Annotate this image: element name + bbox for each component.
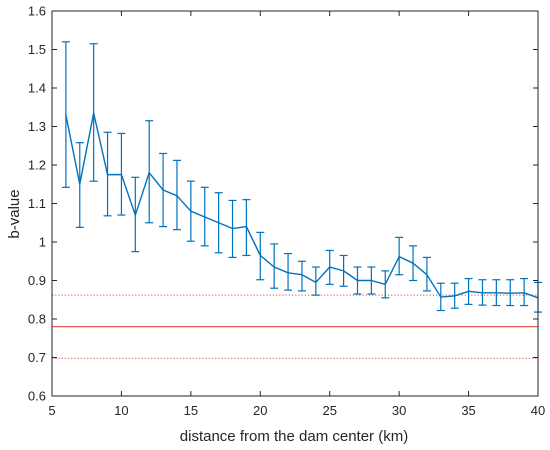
error-bar [297,260,306,292]
y-tick-label: 1.6 [28,4,46,19]
error-bar [520,277,529,307]
x-tick-label: 15 [184,403,198,418]
error-bars [61,41,542,313]
error-bar [284,252,293,291]
error-bar [75,142,84,228]
y-tick-label: 1.1 [28,196,46,211]
y-axis-title: b-value [6,189,23,238]
y-tick-label: 1.4 [28,81,46,96]
y-tick-label: 0.6 [28,389,46,404]
y-tick-label: 1.3 [28,119,46,134]
y-tick-label: 0.9 [28,273,46,288]
x-tick-label: 40 [531,403,545,418]
error-bar [270,243,279,289]
series-line [65,112,539,299]
y-tick-label: 1.5 [28,42,46,57]
y-tick-label: 0.8 [28,312,46,327]
error-bar [145,120,154,224]
error-bar [311,266,320,296]
x-tick-label: 5 [48,403,55,418]
x-tick-label: 35 [461,403,475,418]
y-tick-label: 1 [39,235,46,250]
ticks: 5 10 15 20 25 30 35 40 0.6 0.7 0.8 0.9 1 1.1 1.2 1.3 1.4… [28,4,545,419]
y-tick-label: 0.7 [28,350,46,365]
x-axis-title: distance from the dam center (km) [180,428,408,445]
axes [51,10,539,397]
reference-lines [52,294,538,359]
x-tick-label: 20 [253,403,267,418]
error-bar [61,41,70,188]
x-tick-label: 30 [392,403,406,418]
series-lines [65,112,539,299]
x-tick-label: 10 [114,403,128,418]
x-tick-label: 25 [322,403,336,418]
y-tick-label: 1.2 [28,158,46,173]
plot-frame [51,10,539,397]
error-bar [172,159,181,231]
